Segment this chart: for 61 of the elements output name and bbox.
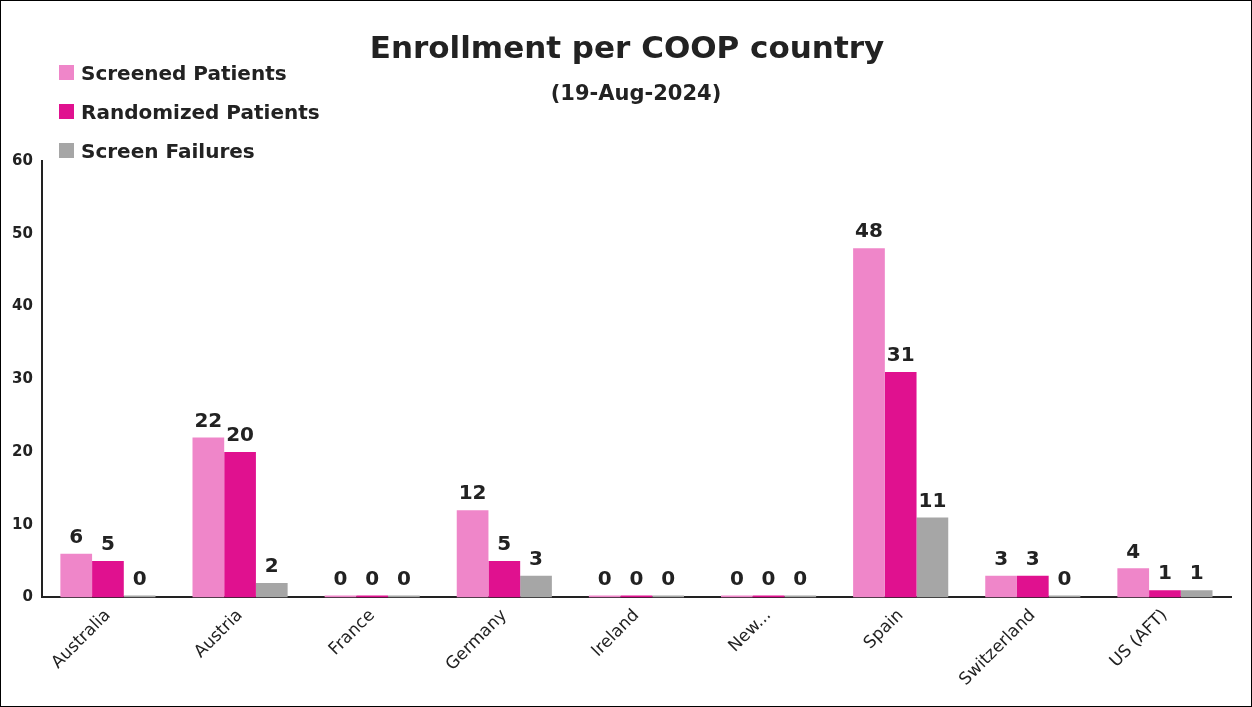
data-label: 0 [629,565,644,590]
y-tick-label: 30 [12,369,33,388]
data-label: 3 [1025,545,1040,570]
y-tick-label: 50 [12,223,33,242]
data-label: 0 [396,565,411,590]
bar [1149,590,1181,598]
legend-label: Screened Patients [81,60,287,85]
bar [60,553,93,598]
y-tick-label: 20 [12,441,33,460]
data-label: 0 [793,565,808,590]
y-tick-label: 60 [12,150,33,169]
data-label: 0 [729,565,744,590]
y-tick-label: 10 [12,514,33,533]
data-label: 2 [264,553,279,578]
data-label: 20 [226,422,254,447]
data-label: 31 [886,342,915,367]
data-label: 3 [994,545,1009,570]
data-label: 12 [458,480,487,505]
legend-label: Screen Failures [81,138,255,163]
data-label: 22 [194,407,223,432]
data-label: 0 [597,565,612,590]
bar [588,595,621,598]
y-tick-label: 0 [22,587,33,606]
data-label: 5 [100,531,115,556]
bar [620,595,653,598]
bar [752,595,785,598]
data-label: 0 [761,565,776,590]
data-label: 6 [69,524,84,549]
data-label: 11 [918,487,947,512]
bar [1180,590,1213,598]
data-label: 0 [365,565,380,590]
data-label: 0 [1057,565,1072,590]
bar [356,595,389,598]
data-label: 3 [529,545,543,570]
bar [721,595,753,598]
data-label: 4 [1126,538,1141,563]
data-label: 48 [855,218,883,243]
legend-label: Randomized Patients [81,99,320,124]
bar [884,371,917,598]
data-label: 5 [497,531,512,556]
bar [224,451,256,598]
data-label: 0 [661,565,676,590]
bar [488,561,521,598]
bar [192,437,225,598]
data-label: 1 [1189,560,1204,585]
bar [255,582,288,598]
chart-title: Enrollment per COOP country [369,29,885,65]
bar [916,517,949,598]
data-label: 0 [132,565,147,590]
chart-subtitle: (19-Aug-2024) [550,81,722,105]
bar [1117,568,1150,598]
bar [985,575,1017,598]
data-label: 0 [333,565,348,590]
data-label: 1 [1157,560,1172,585]
bar [456,510,489,598]
bar [324,595,357,598]
bar [853,248,885,598]
bar [520,575,552,598]
bar [92,561,124,598]
bar [1016,575,1049,598]
y-tick-label: 40 [12,296,33,315]
